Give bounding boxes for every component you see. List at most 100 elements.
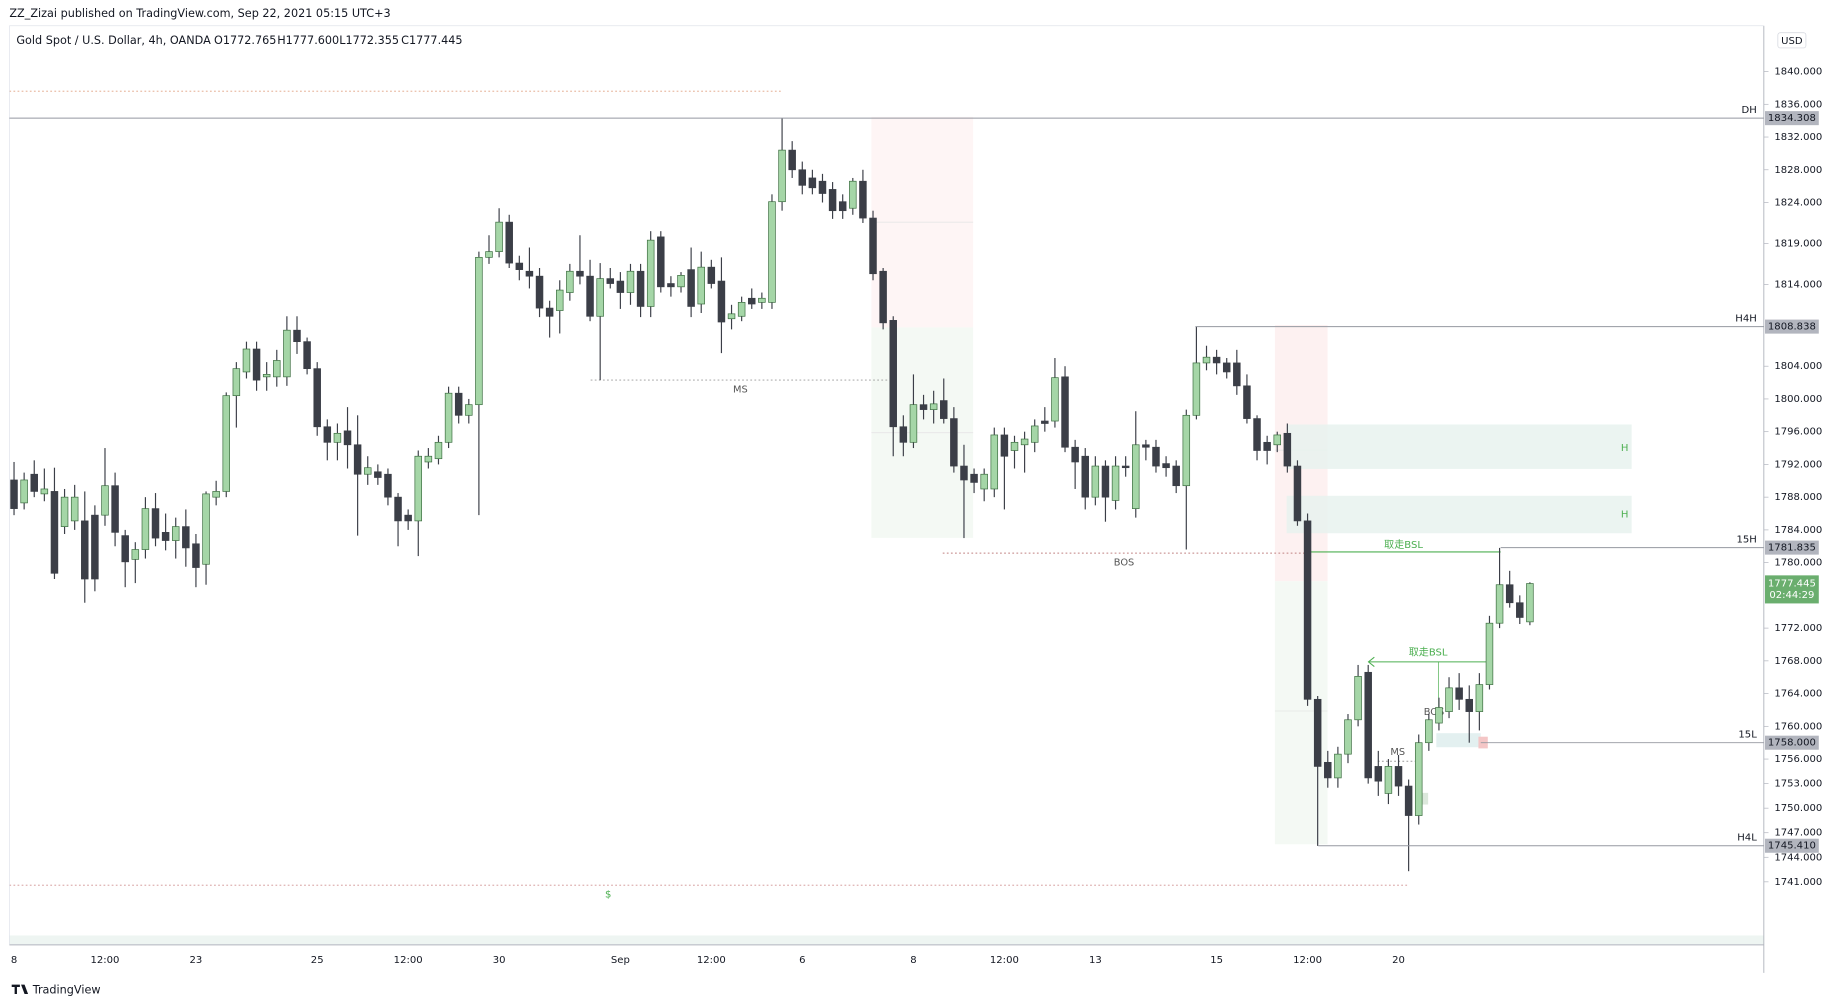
candle-body <box>1233 362 1241 387</box>
candle-body <box>424 455 433 463</box>
candle-body <box>1212 356 1221 364</box>
candle-body <box>1414 742 1423 816</box>
candle-body <box>576 270 584 277</box>
candle-body <box>394 496 402 522</box>
candle-body <box>970 473 978 483</box>
candle-body <box>788 149 796 171</box>
candle-body <box>677 275 685 288</box>
candle-body <box>202 493 210 565</box>
candle-body <box>940 400 948 419</box>
candle-body <box>323 426 332 443</box>
candle-body <box>960 465 968 481</box>
y-tick-label: 1768.000 <box>1774 656 1822 667</box>
countdown: 02:44:29 <box>1769 590 1814 601</box>
candle-body <box>1505 584 1514 604</box>
candle-body <box>636 270 645 307</box>
x-tick-label: Sep <box>611 955 630 966</box>
x-tick-label: 12:00 <box>394 955 423 966</box>
candle-body <box>798 169 807 186</box>
candle-body <box>818 180 827 194</box>
y-tick-label: 1756.000 <box>1774 754 1822 765</box>
candle-body <box>363 467 372 475</box>
candle-body <box>283 329 291 378</box>
y-tick-label: 1800.000 <box>1774 394 1822 405</box>
candle-body <box>1516 602 1524 618</box>
candle-body <box>1374 766 1383 782</box>
candle-body <box>899 426 908 443</box>
candle-body <box>657 236 665 288</box>
candle-body <box>495 221 503 252</box>
level-name: 15H <box>1736 534 1756 545</box>
candle-body <box>1485 622 1494 685</box>
y-tick-label: 1828.000 <box>1774 165 1822 176</box>
candle-body <box>303 341 311 370</box>
candle-body <box>111 485 119 533</box>
y-tick-label: 1814.000 <box>1774 279 1822 290</box>
candle-body <box>81 520 89 580</box>
candle-body <box>232 368 241 397</box>
price-tag-label: 1808.838 <box>1768 322 1816 333</box>
candle-body <box>606 278 615 284</box>
x-tick-label: 12:00 <box>697 955 726 966</box>
price-tag <box>1764 111 1819 126</box>
candle-body <box>161 532 170 541</box>
y-tick-label: 1764.000 <box>1774 689 1822 700</box>
candle-body <box>1404 785 1413 816</box>
candle-body <box>990 434 999 490</box>
currency-box[interactable] <box>1777 32 1807 49</box>
x-tick-label: 15 <box>1210 955 1223 966</box>
legend-value: H1777.600 <box>277 34 339 47</box>
candle-body <box>1455 687 1463 700</box>
candle-body <box>1253 418 1261 451</box>
candle-body <box>1243 385 1251 419</box>
candle-body <box>1111 465 1120 501</box>
annotation: H <box>1621 510 1629 521</box>
last-price-label: 1777.445 <box>1768 579 1816 590</box>
price-tag-label: 1781.835 <box>1768 543 1816 554</box>
candle-body <box>849 180 857 209</box>
candle-body <box>1091 465 1100 498</box>
candle-body <box>859 180 867 219</box>
candle-body <box>40 488 49 495</box>
candle-body <box>404 514 412 522</box>
candle-body <box>252 348 261 381</box>
candle-body <box>182 526 190 549</box>
candle-body <box>758 297 766 303</box>
x-tick-label: 12:00 <box>91 955 120 966</box>
x-tick-label: 13 <box>1089 955 1102 966</box>
candle-body <box>1222 362 1231 373</box>
y-tick-label: 1819.000 <box>1774 238 1822 249</box>
y-tick-label: 1836.000 <box>1774 99 1822 110</box>
candle-body <box>1313 698 1322 767</box>
candle-body <box>1354 676 1362 721</box>
candle-body <box>727 313 736 320</box>
price-tag-label: 1745.410 <box>1768 841 1816 852</box>
candle-body <box>505 221 513 264</box>
candle-body <box>485 251 493 258</box>
candle-body <box>91 514 99 580</box>
candle-body <box>828 189 837 212</box>
candle-body <box>667 283 675 288</box>
y-tick-label: 1824.000 <box>1774 198 1822 209</box>
y-tick-label: 1840.000 <box>1774 67 1822 78</box>
candle-body <box>384 473 392 498</box>
currency[interactable]: USD <box>1781 36 1803 47</box>
candle-body <box>1435 707 1443 724</box>
candle-body <box>475 256 483 406</box>
annotation: H <box>1621 443 1629 454</box>
brand-logo <box>11 984 29 994</box>
candle-body <box>1041 420 1049 424</box>
candle-body <box>434 441 443 460</box>
candle-body <box>1394 766 1403 787</box>
y-tick-label: 1760.000 <box>1774 721 1822 732</box>
brand: TradingView <box>32 983 101 996</box>
candle-body <box>737 302 746 317</box>
candle-body <box>838 201 847 212</box>
candle-body <box>222 395 230 492</box>
candle-body <box>1152 446 1160 467</box>
y-tick-label: 1747.000 <box>1774 828 1822 839</box>
level-name: H4L <box>1737 833 1757 844</box>
candle-body <box>1283 432 1292 467</box>
